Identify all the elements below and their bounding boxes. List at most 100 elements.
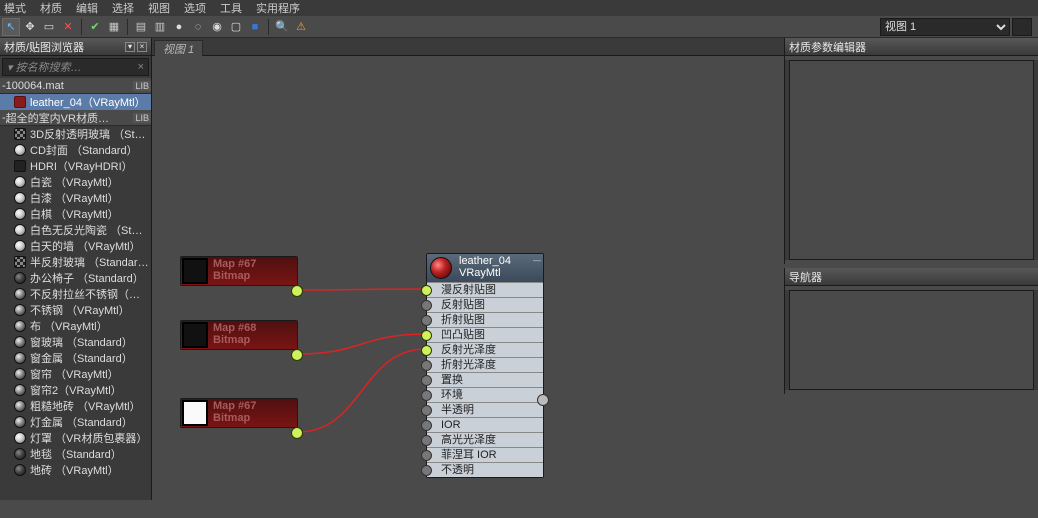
material-input-row[interactable]: 漫反射贴图 [427,282,543,297]
node-swatch [430,257,452,279]
material-input-row[interactable]: 高光光泽度 [427,432,543,447]
menu-item[interactable]: 模式 [4,0,26,16]
map-node[interactable]: Map #68Bitmap [180,320,298,350]
arrow-icon[interactable]: ↖ [2,18,20,36]
tree-item[interactable]: 布 （VRayMtl） [0,318,151,334]
tree-item[interactable]: 灯罩 （VR材质包裹器） [0,430,151,446]
grid3-icon[interactable]: ▥ [151,18,169,36]
tree-item[interactable]: 白漆 （VRayMtl） [0,190,151,206]
material-input-row[interactable]: 环境 [427,387,543,402]
tree-item[interactable]: 不反射拉丝不锈钢（… [0,286,151,302]
output-port[interactable] [291,427,303,439]
map-node[interactable]: Map #67Bitmap [180,256,298,286]
tree-item[interactable]: CD封面 （Standard） [0,142,151,158]
input-port[interactable] [421,450,432,461]
input-port[interactable] [421,375,432,386]
input-port[interactable] [421,390,432,401]
input-port[interactable] [421,330,432,341]
tree-item[interactable]: 地砖 （VRayMtl） [0,462,151,478]
tree-item[interactable]: 灯金属 （Standard） [0,414,151,430]
tree-item[interactable]: 白棋 （VRayMtl） [0,206,151,222]
material-node[interactable]: leather_04VRayMtl—漫反射贴图反射贴图折射贴图凹凸贴图反射光泽度… [426,253,544,478]
input-port[interactable] [421,420,432,431]
x-icon[interactable]: ✕ [59,18,77,36]
menu-item[interactable]: 材质 [40,0,62,16]
navigator-panel: 导航器 [784,268,1038,394]
search-clear-icon[interactable]: × [138,61,144,73]
tree-item[interactable]: 半反射玻璃 （Standar… [0,254,151,270]
map-node[interactable]: Map #67Bitmap [180,398,298,428]
output-port[interactable] [291,349,303,361]
material-input-row[interactable]: 置换 [427,372,543,387]
material-input-row[interactable]: 折射贴图 [427,312,543,327]
rect-icon[interactable]: ▢ [227,18,245,36]
tree-item-selected[interactable]: leather_04（VRayMtl） [0,94,151,110]
viewport-tab[interactable]: 视图 1 [154,40,203,56]
material-icon [14,128,26,140]
tree-item[interactable]: 办公椅子 （Standard） [0,270,151,286]
menu-item[interactable]: 实用程序 [256,0,300,16]
tree-item[interactable]: 地毯 （Standard） [0,446,151,462]
material-input-row[interactable]: 凹凸贴图 [427,327,543,342]
view-select-aux[interactable] [1012,18,1032,36]
tree-group[interactable]: - 超全的室内VR材质… LIB [0,110,151,126]
tree-group[interactable]: - 100064.mat LIB [0,78,151,94]
menu-item[interactable]: 视图 [148,0,170,16]
output-port[interactable] [291,285,303,297]
material-input-row[interactable]: IOR [427,417,543,432]
tree-item[interactable]: 白天的墙 （VRayMtl） [0,238,151,254]
tree-item[interactable]: 白瓷 （VRayMtl） [0,174,151,190]
check-icon[interactable]: ✔ [86,18,104,36]
input-port[interactable] [421,435,432,446]
material-icon [14,416,26,428]
material-input-row[interactable]: 菲涅耳 IOR [427,447,543,462]
tree-item[interactable]: 窗玻璃 （Standard） [0,334,151,350]
tree-item[interactable]: 窗帘2（VRayMtl） [0,382,151,398]
tree-item[interactable]: 窗帘 （VRayMtl） [0,366,151,382]
param-title: 材质参数编辑器 [789,39,866,55]
select-icon[interactable]: ▭ [40,18,58,36]
node-viewport[interactable]: 视图 1 Map #67Bitmap Map #68Bitmap Map #67Bi… [152,38,784,500]
grid1-icon[interactable]: ▦ [105,18,123,36]
pick-icon[interactable]: ✥ [21,18,39,36]
menu-item[interactable]: 工具 [220,0,242,16]
view-select[interactable]: 视图 1 [880,18,1010,36]
material-icon [14,272,26,284]
param-body [789,60,1034,260]
search-input[interactable]: ▾ 按名称搜索… × [2,58,149,76]
panel-close-icon[interactable]: × [137,42,147,52]
tree-item[interactable]: HDRI（VRayHDRI） [0,158,151,174]
tree-item[interactable]: 粗糙地砖 （VRayMtl） [0,398,151,414]
material-input-row[interactable]: 反射光泽度 [427,342,543,357]
input-port[interactable] [421,300,432,311]
tree-item[interactable]: 3D反射透明玻璃 （St… [0,126,151,142]
tree-item[interactable]: 白色无反光陶瓷 （St… [0,222,151,238]
input-port[interactable] [421,360,432,371]
material-icon [14,320,26,332]
material-input-row[interactable]: 不透明 [427,462,543,477]
output-port[interactable] [537,394,549,406]
input-port[interactable] [421,345,432,356]
blue-icon[interactable]: ■ [246,18,264,36]
tree-item[interactable]: 窗金属 （Standard） [0,350,151,366]
input-port[interactable] [421,315,432,326]
dot2-icon[interactable]: ◉ [208,18,226,36]
dot1-icon[interactable]: ◌ [189,18,207,36]
input-port[interactable] [421,405,432,416]
menu-item[interactable]: 选择 [112,0,134,16]
material-icon [14,352,26,364]
grid2-icon[interactable]: ▤ [132,18,150,36]
zoom-icon[interactable]: 🔍 [273,18,291,36]
material-input-row[interactable]: 反射贴图 [427,297,543,312]
warn-icon[interactable]: ⚠ [292,18,310,36]
panel-menu-icon[interactable]: ▾ [125,42,135,52]
input-port[interactable] [421,285,432,296]
menu-item[interactable]: 编辑 [76,0,98,16]
material-input-row[interactable]: 半透明 [427,402,543,417]
input-port[interactable] [421,465,432,476]
minimize-icon[interactable]: — [531,254,543,267]
menu-item[interactable]: 选项 [184,0,206,16]
material-input-row[interactable]: 折射光泽度 [427,357,543,372]
sphere-icon[interactable]: ● [170,18,188,36]
tree-item[interactable]: 不锈钢 （VRayMtl） [0,302,151,318]
